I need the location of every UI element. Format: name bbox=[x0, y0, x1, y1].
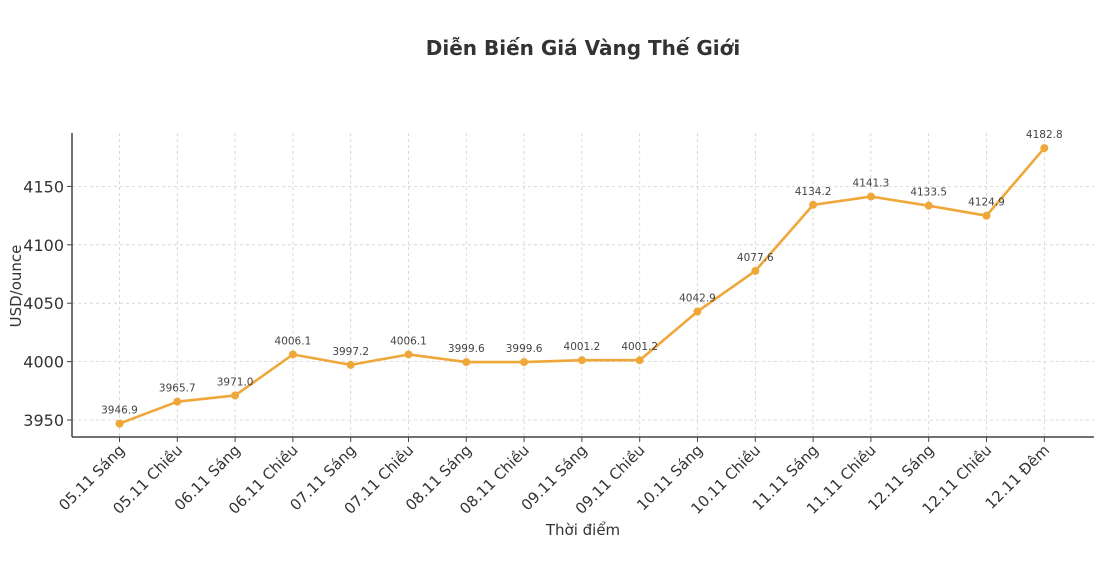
data-label: 3946.9 bbox=[101, 405, 138, 417]
data-point-marker bbox=[288, 350, 297, 359]
y-tick-label: 4100 bbox=[23, 236, 64, 255]
y-tick-label: 4050 bbox=[23, 294, 64, 313]
y-tick-label: 3950 bbox=[23, 411, 64, 430]
data-label: 4006.1 bbox=[275, 335, 312, 347]
data-point-marker bbox=[1040, 144, 1049, 153]
data-point-marker bbox=[866, 192, 875, 201]
data-labels: 3946.9 3965.7 3971.0 4006.1 3997.2 4006.1 3999… bbox=[101, 129, 1063, 417]
data-label: 4134.2 bbox=[795, 186, 832, 198]
data-point-marker bbox=[635, 356, 644, 365]
y-axis-ticks: 3950 4000 4050 4100 4150 bbox=[23, 177, 72, 430]
data-point-marker bbox=[462, 358, 471, 367]
data-label: 4001.2 bbox=[564, 341, 601, 353]
data-point-marker bbox=[693, 307, 702, 316]
data-point-marker bbox=[404, 350, 413, 359]
data-label: 4077.6 bbox=[737, 252, 774, 264]
data-point-marker bbox=[520, 358, 529, 367]
data-label: 4133.5 bbox=[910, 187, 947, 199]
data-label: 4182.8 bbox=[1026, 129, 1063, 141]
y-axis-label: USD/ounce bbox=[7, 245, 25, 328]
data-point-marker bbox=[173, 397, 182, 406]
data-label: 3999.6 bbox=[448, 343, 485, 355]
data-label: 3965.7 bbox=[159, 383, 196, 395]
data-point-marker bbox=[115, 419, 124, 428]
data-point-marker bbox=[809, 200, 818, 209]
y-tick-label: 4000 bbox=[23, 353, 64, 372]
data-label: 4001.2 bbox=[621, 341, 658, 353]
data-label: 3971.0 bbox=[217, 376, 254, 388]
data-point-marker bbox=[924, 201, 933, 210]
data-point-marker bbox=[346, 360, 355, 369]
x-axis-label: Thời điểm bbox=[545, 521, 620, 539]
data-point-marker bbox=[751, 266, 760, 275]
data-label: 4141.3 bbox=[853, 178, 890, 190]
data-point-marker bbox=[231, 391, 240, 400]
data-label: 4006.1 bbox=[390, 335, 427, 347]
data-label: 3999.6 bbox=[506, 343, 543, 355]
data-label: 4124.9 bbox=[968, 197, 1005, 209]
data-series bbox=[115, 144, 1049, 428]
grid-lines bbox=[72, 133, 1094, 437]
chart-title: Diễn Biến Giá Vàng Thế Giới bbox=[425, 36, 741, 60]
axes bbox=[71, 133, 1094, 438]
data-label: 3997.2 bbox=[332, 346, 369, 358]
y-tick-label: 4150 bbox=[23, 177, 64, 196]
data-label: 4042.9 bbox=[679, 292, 716, 304]
data-point-marker bbox=[577, 356, 586, 365]
data-point-marker bbox=[982, 211, 991, 220]
